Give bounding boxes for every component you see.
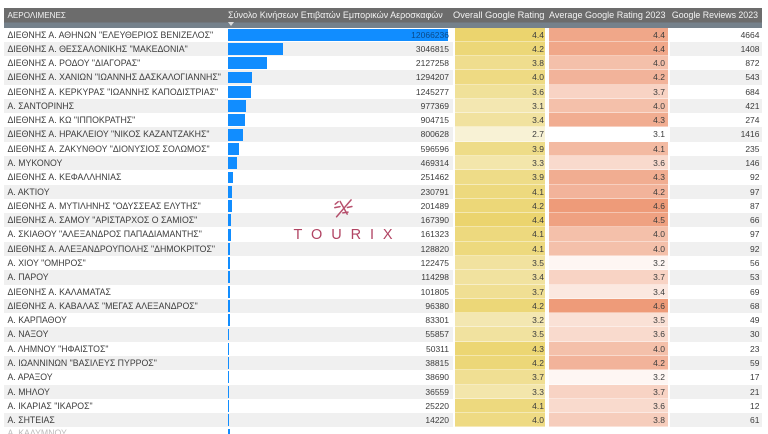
svg-text:TOURIX: TOURIX <box>294 227 401 243</box>
